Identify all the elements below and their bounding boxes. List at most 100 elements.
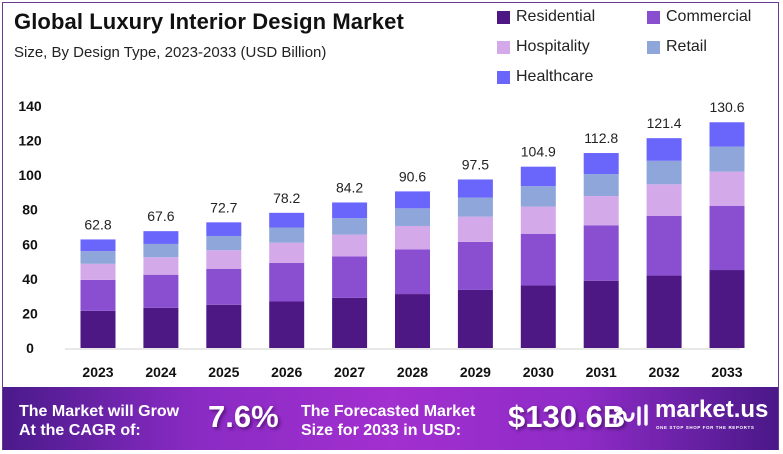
- bar-segment-commercial: [206, 269, 242, 305]
- bar-segment-hospitality: [646, 184, 682, 216]
- bar-segment-retail: [332, 218, 368, 235]
- bar-total-label: 130.6: [709, 99, 744, 115]
- x-tick-label: 2023: [82, 364, 113, 380]
- cagr-label-line2: At the CAGR of:: [19, 422, 141, 439]
- bar-segment-hospitality: [583, 196, 619, 226]
- bar-segment-commercial: [80, 279, 116, 311]
- legend-item-retail: Retail: [647, 38, 707, 56]
- bar-segment-retail: [709, 146, 745, 172]
- legend-label: Commercial: [666, 8, 752, 25]
- bar-total-label: 121.4: [647, 115, 682, 131]
- bar-segment-retail: [457, 197, 493, 217]
- bar-segment-retail: [520, 186, 556, 207]
- bar-segment-hospitality: [206, 250, 242, 270]
- bar-segment-commercial: [269, 262, 305, 302]
- cagr-label-line1: The Market will Grow: [19, 403, 180, 420]
- y-tick-label: 140: [18, 98, 42, 114]
- brand-tagline: ONE STOP SHOP FOR THE REPORTS: [656, 425, 755, 430]
- legend-item-hospitality: Hospitality: [497, 38, 590, 56]
- bar-segment-residential: [143, 307, 179, 348]
- legend-label: Hospitality: [516, 38, 590, 55]
- bar-segment-retail: [646, 160, 682, 185]
- legend-item-commercial: Commercial: [647, 8, 751, 26]
- bar-segment-retail: [269, 227, 305, 243]
- legend-swatch: [647, 10, 660, 24]
- forecast-label-line1: The Forecasted Market: [301, 403, 476, 420]
- x-tick-label: 2024: [145, 364, 176, 380]
- bar-segment-residential: [709, 270, 745, 348]
- bar-segment-healthcare: [395, 191, 430, 209]
- bar-segment-hospitality: [395, 225, 430, 250]
- summary-banner: The Market will Grow At the CAGR of: 7.6…: [3, 387, 778, 450]
- bar-segment-commercial: [646, 215, 682, 276]
- bar-segment-healthcare: [332, 202, 368, 219]
- x-tick-label: 2028: [397, 364, 428, 380]
- legend-swatch: [497, 70, 510, 84]
- legend-label: Residential: [516, 8, 596, 25]
- x-tick-label: 2031: [586, 364, 617, 380]
- bar-segment-hospitality: [709, 171, 745, 206]
- bar-segment-commercial: [583, 225, 619, 281]
- legend-swatch: [497, 10, 510, 24]
- bar-segment-residential: [520, 285, 556, 348]
- bar-segment-healthcare: [709, 122, 745, 147]
- bar-segment-healthcare: [143, 231, 179, 244]
- legend-swatch: [497, 40, 510, 54]
- legend-swatch: [647, 40, 660, 54]
- bar-total-label: 67.6: [147, 208, 174, 224]
- bar-segment-hospitality: [520, 206, 556, 234]
- bar-segment-healthcare: [646, 138, 682, 161]
- bar-segment-residential: [332, 297, 368, 348]
- legend-label: Healthcare: [516, 68, 594, 85]
- y-tick-label: 40: [22, 271, 38, 287]
- bar-segment-retail: [143, 243, 179, 258]
- bar-segment-residential: [457, 289, 493, 348]
- bar-total-label: 112.8: [584, 130, 618, 146]
- legend-item-residential: Residential: [497, 8, 595, 26]
- y-tick-label: 80: [22, 202, 38, 218]
- x-tick-label: 2027: [334, 364, 365, 380]
- legend-label: Retail: [666, 38, 707, 55]
- bar-segment-healthcare: [457, 179, 493, 198]
- bar-segment-healthcare: [80, 239, 116, 252]
- chart-title: Global Luxury Interior Design Market: [14, 9, 404, 34]
- bar-segment-hospitality: [269, 242, 305, 263]
- legend: Residential Commercial Hospitality Retai…: [497, 8, 777, 98]
- bar-segment-commercial: [709, 205, 745, 271]
- bar-segment-healthcare: [269, 212, 305, 228]
- y-tick-label: 100: [18, 167, 42, 183]
- chart-subtitle: Size, By Design Type, 2023-2033 (USD Bil…: [14, 44, 327, 61]
- cagr-value: 7.6%: [208, 399, 279, 434]
- bar-segment-healthcare: [583, 153, 619, 175]
- x-tick-label: 2025: [208, 364, 239, 380]
- bar-total-label: 84.2: [336, 179, 363, 195]
- bar-segment-retail: [80, 251, 116, 264]
- forecast-value: $130.6B: [508, 399, 626, 434]
- y-tick-label: 120: [18, 133, 42, 149]
- x-tick-label: 2030: [523, 364, 554, 380]
- cagr-label: The Market will Grow At the CAGR of:: [19, 402, 179, 440]
- bar-segment-commercial: [332, 256, 368, 298]
- x-tick-label: 2029: [460, 364, 491, 380]
- x-tick-label: 2026: [271, 364, 302, 380]
- bar-total-label: 97.5: [462, 156, 489, 172]
- x-tick-label: 2033: [711, 364, 742, 380]
- forecast-label: The Forecasted Market Size for 2033 in U…: [301, 402, 475, 440]
- bar-segment-retail: [395, 208, 430, 226]
- x-tick-label: 2032: [649, 364, 680, 380]
- bar-segment-hospitality: [80, 263, 116, 280]
- bar-segment-hospitality: [332, 234, 368, 257]
- bar-segment-healthcare: [520, 166, 556, 187]
- bar-segment-commercial: [457, 241, 493, 290]
- bar-segment-residential: [269, 301, 305, 348]
- bar-segment-retail: [206, 235, 242, 251]
- y-tick-label: 60: [22, 236, 38, 252]
- bar-segment-residential: [80, 310, 116, 348]
- bar-segment-residential: [206, 304, 242, 348]
- bar-segment-healthcare: [206, 222, 242, 236]
- y-tick-label: 20: [22, 305, 38, 321]
- bar-total-label: 72.7: [210, 199, 237, 215]
- forecast-label-line2: Size for 2033 in USD:: [301, 422, 462, 439]
- bar-segment-commercial: [143, 274, 179, 308]
- bar-segment-residential: [583, 280, 619, 348]
